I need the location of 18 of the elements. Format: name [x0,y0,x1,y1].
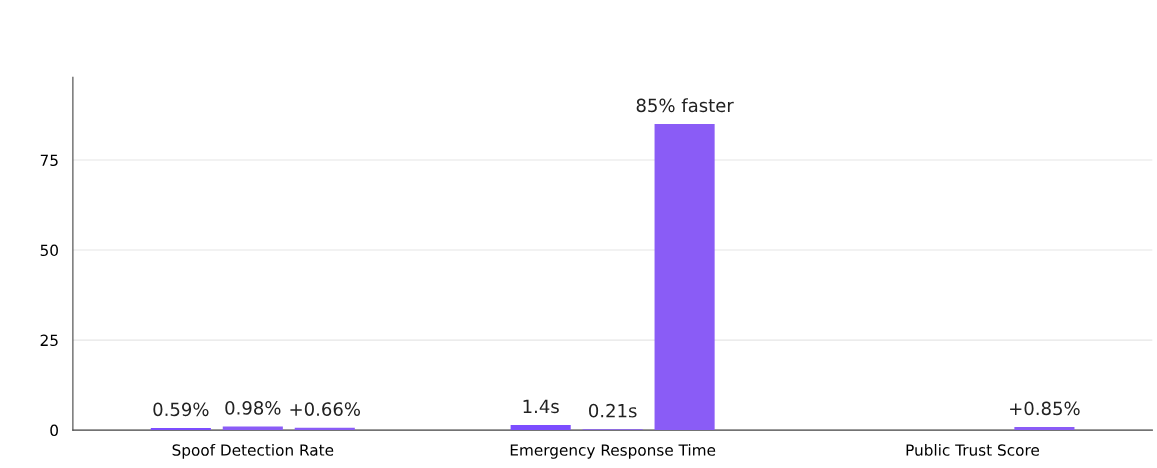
x-tick-label: Public Trust Score [906,443,1039,456]
bar [510,425,571,431]
data-label: +0.66% [290,402,361,416]
x-tick-label: Emergency Response Time [510,443,716,459]
bar [1014,427,1075,431]
data-label: 0.98% [225,401,281,415]
y-tick-label: 25 [40,334,58,347]
data-label: 85% faster [636,98,734,113]
data-label: +0.85% [1010,401,1080,416]
y-tick-label: 75 [40,154,58,167]
bar [150,427,211,431]
data-label: 0.59% [153,402,209,417]
y-tick-label: 50 [40,244,58,257]
x-tick-label: Spoof Detection Rate [172,443,334,459]
data-label: 1.4s [523,399,559,414]
y-tick-label: 0 [50,424,58,437]
data-label: 0.21s [589,403,637,418]
bar [654,124,715,431]
